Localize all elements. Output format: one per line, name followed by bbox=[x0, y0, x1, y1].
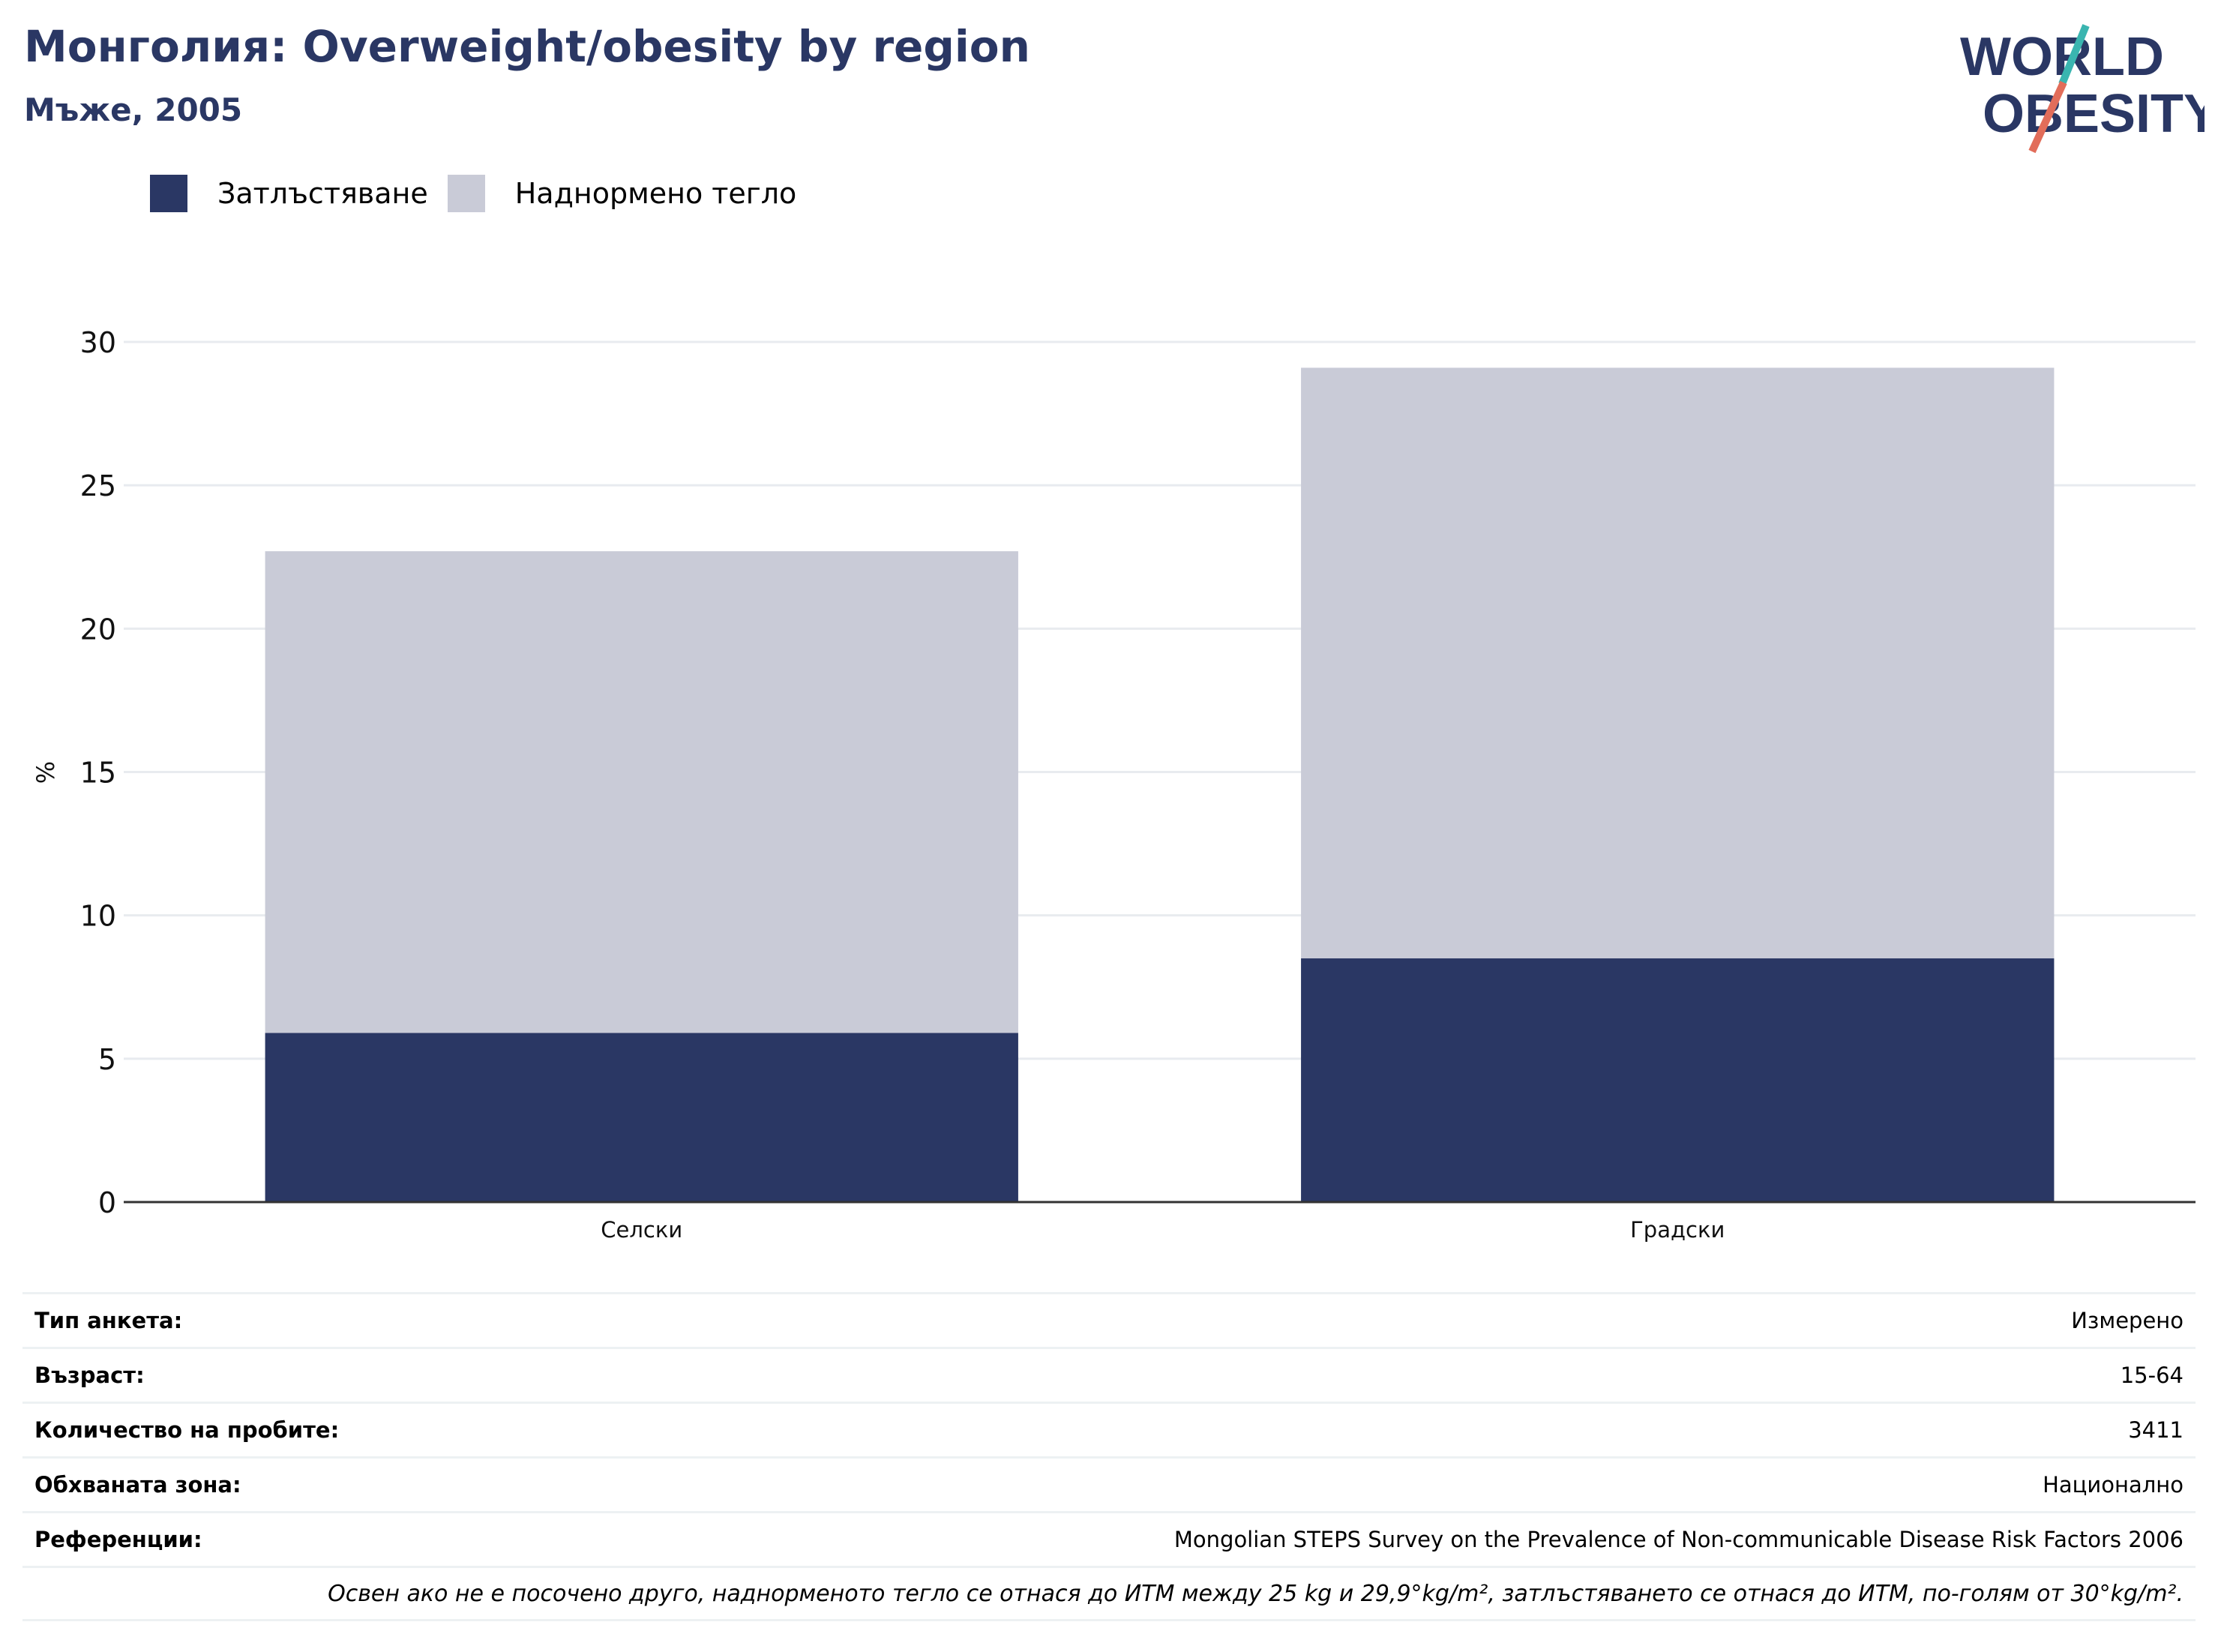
info-value: Mongolian STEPS Survey on the Prevalence… bbox=[1173, 1527, 2184, 1552]
info-row-sample-size: Количество на пробите: 3411 bbox=[22, 1402, 2196, 1456]
info-label: Обхваната зона: bbox=[34, 1472, 241, 1498]
y-tick-label: 5 bbox=[98, 1043, 116, 1076]
info-value: 15-64 bbox=[2120, 1363, 2184, 1388]
y-tick-label: 25 bbox=[80, 469, 116, 502]
legend-item-obesity: Затлъстяване bbox=[150, 175, 428, 212]
bar-segment-obesity bbox=[265, 1033, 1018, 1202]
y-tick-label: 15 bbox=[80, 757, 116, 790]
bar-segment-overweight bbox=[1301, 367, 2055, 959]
info-value: Национално bbox=[2043, 1472, 2184, 1498]
info-label: Референции: bbox=[34, 1527, 202, 1552]
legend-label-obesity: Затлъстяване bbox=[217, 177, 428, 210]
y-axis-label: % bbox=[31, 761, 60, 784]
y-tick-label: 20 bbox=[80, 613, 116, 646]
y-tick-label: 10 bbox=[80, 900, 116, 933]
info-value: 3411 bbox=[2128, 1417, 2184, 1443]
info-row-survey-type: Тип анкета: Измерено bbox=[22, 1292, 2196, 1347]
y-tick-label: 30 bbox=[80, 326, 116, 359]
logo-text-obesity: OBESITY bbox=[1983, 84, 2205, 144]
logo-slash-orange bbox=[2028, 80, 2067, 154]
stacked-bar-chart: 0 5 10 15 20 25 30% Селски Градски bbox=[31, 326, 2196, 1243]
legend-swatch-overweight bbox=[447, 175, 485, 212]
info-value: Измерено bbox=[2071, 1308, 2184, 1333]
y-tick-label: 0 bbox=[98, 1186, 116, 1219]
logo-slash-teal bbox=[2058, 24, 2090, 85]
info-label: Тип анкета: bbox=[34, 1308, 183, 1333]
info-row-area-covered: Обхваната зона: Национално bbox=[22, 1456, 2196, 1511]
info-row-references: Референции: Mongolian STEPS Survey on th… bbox=[22, 1511, 2196, 1566]
world-obesity-logo: WORLD OBESITY bbox=[1960, 24, 2205, 154]
x-tick-label: Градски bbox=[1630, 1217, 1725, 1243]
info-label: Количество на пробите: bbox=[34, 1417, 340, 1443]
info-label: Възраст: bbox=[34, 1363, 145, 1388]
legend-swatch-obesity bbox=[150, 175, 187, 212]
x-tick-label: Селски bbox=[601, 1217, 682, 1243]
chart-legend: Затлъстяване Наднормено тегло bbox=[150, 174, 816, 213]
bar-segment-overweight bbox=[265, 551, 1018, 1033]
chart-subtitle: Мъже, 2005 bbox=[24, 91, 243, 128]
bar-segment-obesity bbox=[1301, 958, 2055, 1202]
info-row-age: Възраст: 15-64 bbox=[22, 1347, 2196, 1402]
definition-note: Освен ако не е посочено друго, наднормен… bbox=[22, 1566, 2196, 1621]
legend-item-overweight: Наднормено тегло bbox=[447, 175, 797, 212]
chart-title: Монголия: Overweight/obesity by region bbox=[24, 21, 1030, 72]
survey-info-table: Тип анкета: Измерено Възраст: 15-64 Коли… bbox=[22, 1292, 2196, 1621]
legend-label-overweight: Наднормено тегло bbox=[514, 177, 797, 210]
